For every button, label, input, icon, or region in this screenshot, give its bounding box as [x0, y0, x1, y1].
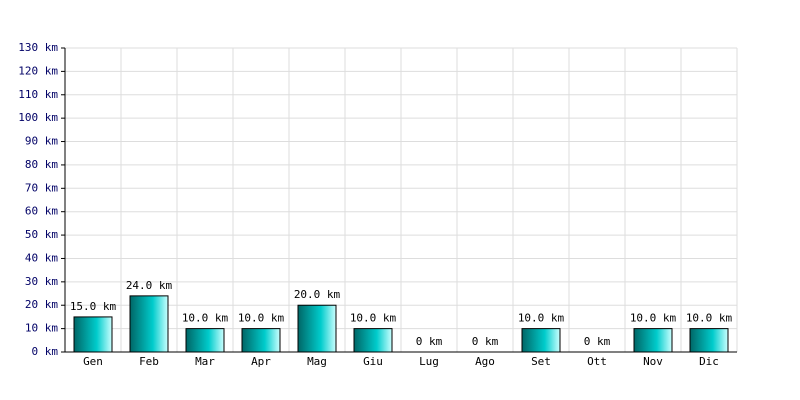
y-tick-label: 10 km — [25, 322, 58, 335]
bar — [241, 328, 281, 353]
x-tick-label: Nov — [643, 355, 663, 368]
x-tick-label: Apr — [251, 355, 271, 368]
y-tick-label: 60 km — [25, 205, 58, 218]
x-tick-label: Gen — [83, 355, 103, 368]
value-label: 0 km — [472, 335, 499, 348]
value-label: 10.0 km — [182, 312, 229, 325]
y-tick-label: 50 km — [25, 228, 58, 241]
y-tick-label: 0 km — [32, 345, 59, 358]
x-tick-label: Giu — [363, 355, 383, 368]
y-tick-label: 20 km — [25, 298, 58, 311]
bar — [129, 295, 169, 353]
bar — [633, 328, 673, 353]
bar — [185, 328, 225, 353]
x-tick-label: Set — [531, 355, 551, 368]
value-label: 10.0 km — [686, 312, 733, 325]
x-tick-label: Feb — [139, 355, 159, 368]
y-tick-label: 110 km — [18, 88, 58, 101]
x-tick-label: Ago — [475, 355, 495, 368]
value-label: 15.0 km — [70, 300, 117, 313]
y-tick-label: 80 km — [25, 158, 58, 171]
x-tick-label: Dic — [699, 355, 719, 368]
bar — [353, 328, 393, 353]
value-label: 10.0 km — [350, 312, 397, 325]
x-tick-label: Mar — [195, 355, 215, 368]
value-label: 10.0 km — [238, 312, 285, 325]
x-tick-label: Lug — [419, 355, 439, 368]
bar — [521, 328, 561, 353]
y-tick-label: 120 km — [18, 64, 58, 77]
y-tick-label: 90 km — [25, 135, 58, 148]
y-tick-label: 30 km — [25, 275, 58, 288]
y-tick-label: 70 km — [25, 181, 58, 194]
value-label: 24.0 km — [126, 279, 173, 292]
value-label: 0 km — [416, 335, 443, 348]
bar — [297, 304, 337, 353]
x-tick-label: Ott — [587, 355, 607, 368]
value-label: 10.0 km — [518, 312, 565, 325]
y-tick-label: 130 km — [18, 41, 58, 54]
value-label: 20.0 km — [294, 288, 341, 301]
bar — [689, 328, 729, 353]
x-tick-label: Mag — [307, 355, 327, 368]
y-tick-label: 40 km — [25, 251, 58, 264]
bar — [73, 316, 113, 353]
value-label: 0 km — [584, 335, 611, 348]
y-tick-label: 100 km — [18, 111, 58, 124]
value-label: 10.0 km — [630, 312, 677, 325]
